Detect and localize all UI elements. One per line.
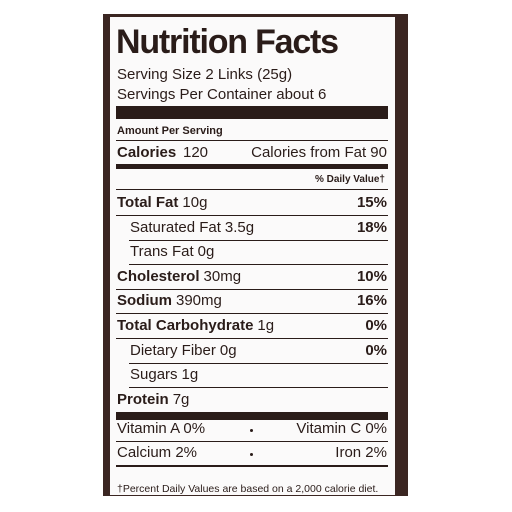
footnote: †Percent Daily Values are based on a 2,0…: [117, 483, 379, 495]
vitamin-right: Vitamin C 0%: [296, 420, 387, 437]
nutrient-amount: 1g: [257, 317, 275, 334]
calories-label: Calories: [117, 144, 177, 161]
nutrient-amount: 7g: [172, 390, 190, 408]
daily-value: 16%: [356, 292, 387, 310]
nutrient-amount: 390mg: [176, 292, 222, 310]
thick-rule: [116, 412, 388, 420]
daily-value: 0%: [365, 341, 387, 359]
rule: [116, 189, 388, 190]
calories-from-fat: Calories from Fat 90: [251, 144, 387, 161]
separator-dot: [250, 429, 253, 432]
amount-per-serving: Amount Per Serving: [117, 125, 223, 137]
vitamin-right: Iron 2%: [335, 444, 387, 461]
rule: [116, 288, 388, 290]
nutrient-amount: 10g: [182, 194, 208, 211]
nutrient-amount: 30mg: [203, 267, 242, 285]
nutrient-amount: 3.5g: [224, 218, 255, 236]
nutrient-name: Total Carbohydrate: [117, 317, 254, 334]
servings-per-container: Servings Per Container about 6: [117, 86, 327, 103]
rule: [116, 215, 388, 216]
rule: [116, 313, 388, 315]
nutrient-name: Saturated Fat: [130, 218, 221, 236]
medium-rule: [116, 465, 388, 467]
thick-rule: [116, 106, 388, 119]
nutrient-name: Cholesterol: [117, 267, 200, 285]
medium-rule: [116, 164, 388, 169]
nutrient-name: Sugars: [130, 366, 178, 384]
vitamin-left: Calcium 2%: [117, 444, 198, 461]
nutrient-name: Total Fat: [117, 194, 179, 211]
rule: [116, 140, 388, 141]
nutrient-name: Protein: [117, 390, 169, 408]
nutrient-name: Trans Fat: [130, 243, 194, 261]
title: Nutrition Facts: [116, 23, 339, 61]
rule: [116, 441, 388, 442]
daily-value: 18%: [356, 218, 387, 236]
nutrient-amount: 0g: [197, 243, 215, 261]
nutrient-name: Dietary Fiber: [130, 341, 216, 359]
rule: [129, 264, 388, 266]
nutrient-amount: 1g: [181, 366, 199, 384]
calories-value: 120: [183, 144, 209, 161]
rule: [129, 239, 388, 241]
daily-value: 15%: [356, 194, 387, 211]
rule: [129, 387, 388, 389]
serving-size: Serving Size 2 Links (25g): [117, 66, 293, 83]
rule: [129, 362, 388, 364]
nutrient-name: Sodium: [117, 292, 172, 310]
daily-value: 0%: [365, 317, 387, 334]
vitamin-left: Vitamin A 0%: [117, 420, 206, 437]
daily-value: 10%: [356, 267, 387, 285]
separator-dot: [250, 453, 253, 456]
daily-value-header: % Daily Value†: [314, 174, 385, 185]
rule: [116, 338, 388, 339]
nutrient-amount: 0g: [219, 341, 237, 359]
